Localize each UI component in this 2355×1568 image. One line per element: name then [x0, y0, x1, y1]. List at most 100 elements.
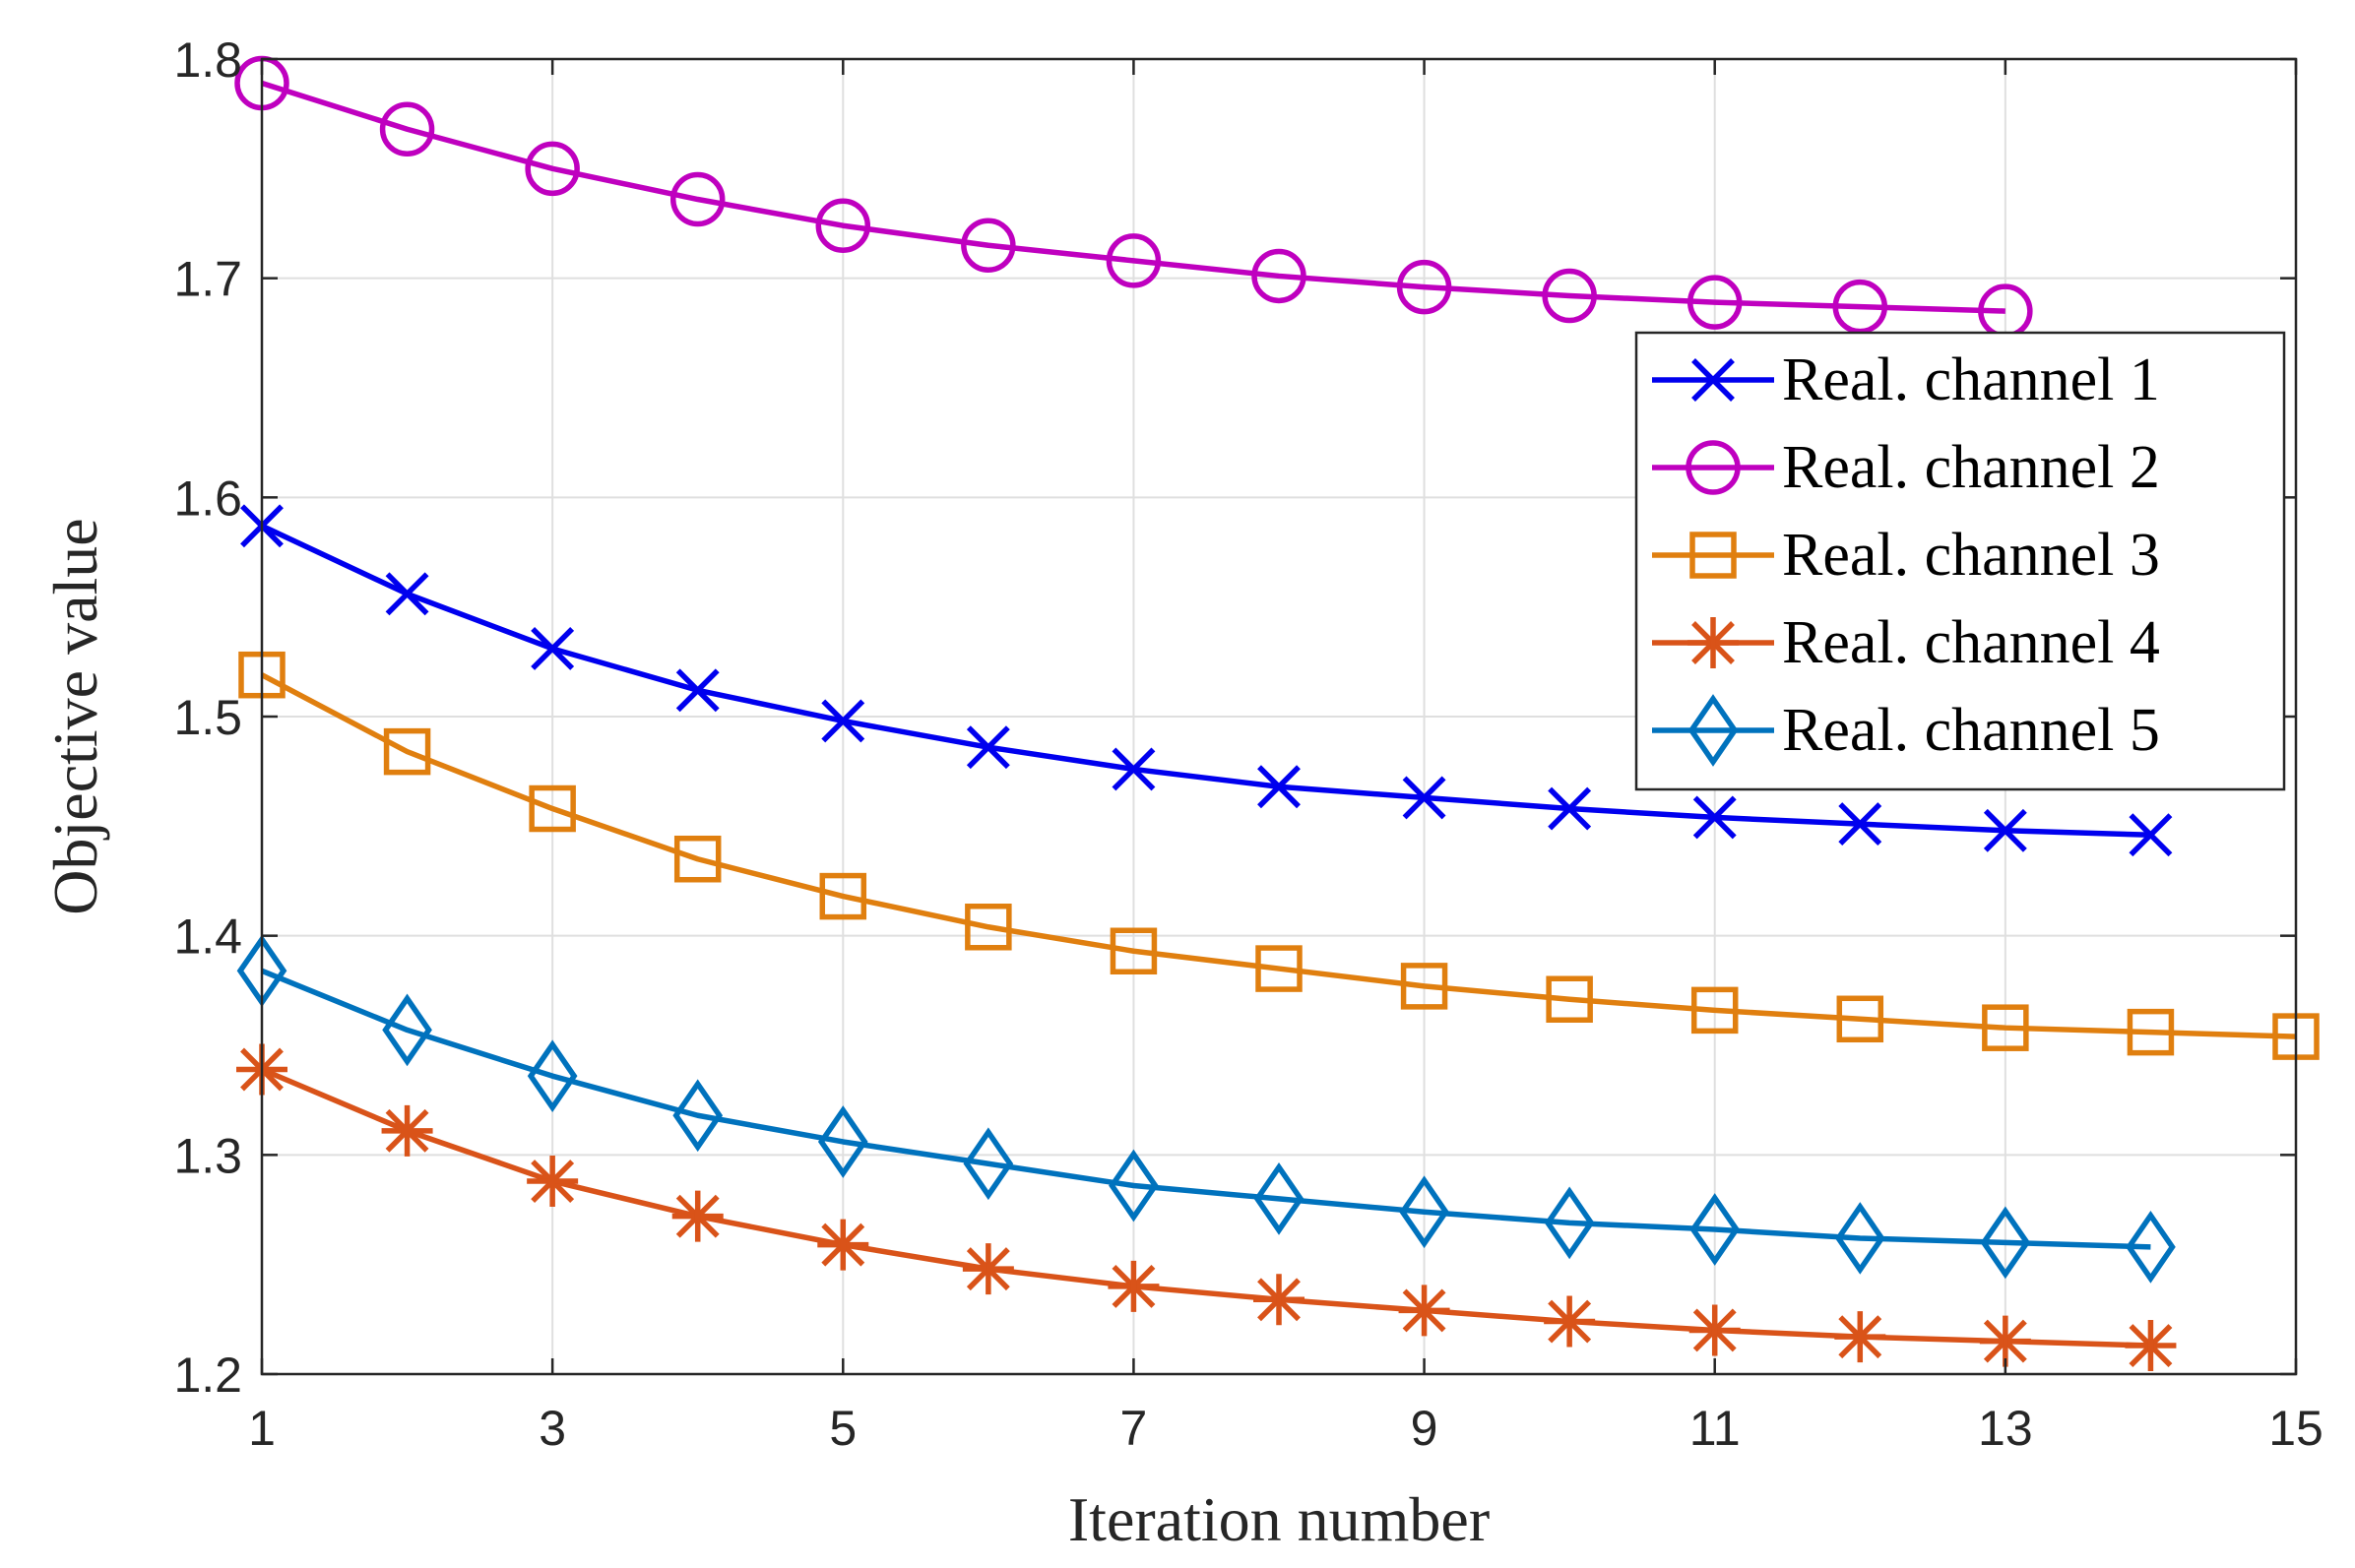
data-point: [1832, 279, 1888, 335]
y-tick-label: 1.2: [173, 1348, 242, 1403]
y-tick-label: 1.6: [173, 470, 242, 526]
legend-entry: Real. channel 2: [1652, 434, 2160, 501]
data-point: [1548, 786, 1592, 831]
data-point: [1396, 259, 1452, 315]
legend-box: [1634, 331, 2286, 791]
data-point: [1692, 795, 1737, 840]
series-line: [260, 1066, 2151, 1348]
y-axis-label: Objective value: [40, 518, 110, 914]
data-point: [2127, 1008, 2175, 1056]
data-point: [2125, 1320, 2177, 1372]
legend-label: Real. channel 2: [1782, 434, 2160, 501]
data-point: [1686, 440, 1741, 495]
data-point: [1980, 1206, 2031, 1280]
data-point: [1546, 975, 1593, 1023]
data-point: [1983, 808, 2027, 852]
x-tick-label: 1: [248, 1401, 276, 1456]
data-point: [1834, 1202, 1885, 1275]
data-point: [1689, 1193, 1741, 1266]
legend-entry: Real. channel 5: [1652, 694, 2160, 767]
y-tick-label: 1.3: [173, 1128, 242, 1183]
data-point: [963, 1127, 1014, 1201]
data-point: [381, 1104, 433, 1157]
data-point: [527, 1039, 578, 1113]
data-point: [1687, 275, 1743, 330]
data-point: [529, 784, 576, 833]
data-point: [815, 198, 871, 253]
data-point: [531, 627, 575, 670]
y-tick-label: 1.4: [173, 909, 242, 965]
y-tick-label: 1.5: [173, 690, 242, 745]
y-tick-label: 1.8: [173, 32, 242, 88]
series-real-channel-5: [236, 934, 2176, 1284]
data-point: [1687, 694, 1739, 767]
data-point: [1687, 617, 1739, 668]
data-point: [2126, 1210, 2176, 1284]
legend-label: Real. channel 1: [1782, 346, 2160, 413]
data-point: [1398, 1285, 1450, 1337]
series-line: [260, 968, 2151, 1250]
data-point: [1402, 776, 1446, 820]
data-point: [1691, 358, 1735, 402]
x-tick-label: 15: [2268, 1401, 2323, 1456]
data-point: [819, 872, 867, 920]
x-tick-label: 9: [1411, 1401, 1438, 1456]
data-point: [672, 1079, 724, 1153]
x-axis-label: Iteration number: [1068, 1484, 1490, 1554]
data-point: [1544, 1186, 1595, 1260]
y-tick-label: 1.7: [173, 252, 242, 307]
data-point: [1253, 1274, 1305, 1326]
data-point: [965, 904, 1012, 951]
series-line: [260, 523, 2151, 838]
data-point: [383, 727, 431, 776]
x-tick-label: 5: [829, 1401, 857, 1456]
data-point: [1982, 1004, 2029, 1051]
legend-label: Real. channel 5: [1782, 697, 2160, 764]
legend: Real. channel 1 Real. channel 2 Real. chan…: [1634, 331, 2286, 791]
data-point: [1399, 1175, 1449, 1249]
data-point: [1110, 927, 1158, 975]
data-point: [1251, 248, 1306, 304]
data-point: [1257, 765, 1301, 809]
series-line: [261, 80, 2005, 314]
data-point: [1689, 532, 1737, 579]
series-layer: [234, 55, 2320, 1372]
x-tick-label: 13: [1978, 1401, 2033, 1456]
data-point: [821, 699, 865, 743]
legend-entry: Real. channel 1: [1652, 346, 2160, 413]
data-point: [673, 835, 722, 883]
x-tick-label: 11: [1689, 1401, 1741, 1456]
data-point: [1112, 747, 1156, 791]
data-point: [675, 668, 720, 713]
data-point: [385, 572, 429, 616]
legend-label: Real. channel 4: [1782, 609, 2160, 676]
data-point: [1109, 1149, 1159, 1223]
data-point: [1836, 995, 1884, 1043]
data-point: [966, 725, 1010, 770]
data-point: [1106, 233, 1162, 288]
series-line: [260, 672, 2297, 1039]
data-point: [1544, 1295, 1596, 1348]
data-point: [669, 171, 726, 227]
data-point: [962, 1243, 1014, 1295]
legend-entry: Real. channel 4: [1652, 609, 2160, 676]
data-point: [1400, 963, 1448, 1010]
data-point: [1834, 1311, 1886, 1363]
data-point: [1253, 1162, 1305, 1235]
data-point: [2129, 813, 2173, 857]
data-point: [1979, 1315, 2031, 1367]
data-point: [382, 993, 432, 1067]
series-real-channel-4: [236, 1043, 2177, 1372]
data-point: [817, 1219, 869, 1271]
legend-entry: Real. channel 3: [1652, 522, 2160, 589]
data-point: [525, 141, 580, 197]
data-point: [1108, 1260, 1160, 1312]
data-point: [1838, 802, 1882, 847]
data-point: [1255, 945, 1303, 992]
data-point: [1688, 1304, 1741, 1356]
data-point: [379, 101, 435, 157]
x-tick-label: 7: [1120, 1401, 1148, 1456]
data-point: [527, 1156, 579, 1208]
data-point: [1542, 268, 1597, 324]
